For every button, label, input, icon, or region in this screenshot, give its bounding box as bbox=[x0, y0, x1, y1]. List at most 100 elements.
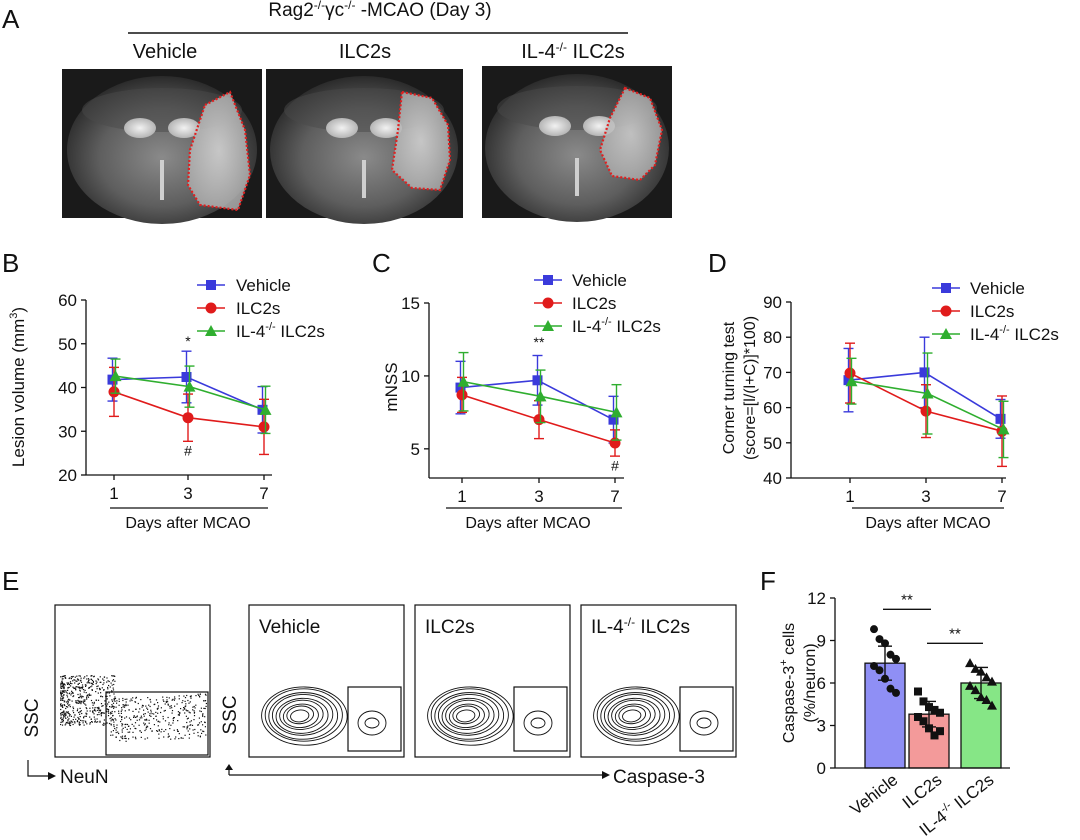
event-dot bbox=[130, 719, 132, 721]
event-dot bbox=[128, 738, 130, 740]
chart-f-ylabel-line2: (%/neuron) bbox=[802, 643, 819, 722]
data-point-il4ko bbox=[259, 403, 272, 415]
event-dot bbox=[128, 709, 130, 711]
event-dot bbox=[155, 715, 157, 717]
event-dot bbox=[141, 704, 144, 706]
event-dot bbox=[62, 687, 64, 689]
event-dot bbox=[74, 714, 76, 716]
individual-point bbox=[970, 685, 981, 695]
data-point-ilc2s bbox=[533, 414, 545, 426]
individual-point bbox=[930, 705, 939, 714]
event-dot bbox=[77, 708, 79, 710]
panel-b-chart: 20 30 40 50 60 1 3 7 * # Lesion volume (mm3) Days… bbox=[8, 276, 325, 532]
event-dot bbox=[64, 675, 66, 677]
event-dot bbox=[69, 721, 71, 723]
event-dot bbox=[85, 704, 87, 706]
event-dot bbox=[151, 713, 153, 715]
event-dot bbox=[197, 693, 199, 695]
event-dot bbox=[97, 699, 100, 701]
event-dot bbox=[143, 722, 145, 724]
event-dot bbox=[171, 710, 174, 712]
event-dot bbox=[190, 720, 192, 722]
event-dot bbox=[186, 721, 188, 724]
event-dot bbox=[96, 681, 98, 683]
data-point-ilc2s bbox=[456, 389, 468, 401]
event-dot bbox=[100, 703, 103, 705]
event-dot bbox=[149, 698, 151, 701]
event-dot bbox=[83, 691, 85, 693]
event-dot bbox=[85, 692, 87, 694]
event-dot bbox=[107, 715, 110, 717]
individual-point bbox=[914, 713, 922, 721]
event-dot bbox=[78, 702, 80, 704]
event-dot bbox=[80, 700, 82, 702]
event-dot bbox=[78, 723, 80, 725]
event-dot bbox=[100, 681, 102, 683]
event-dot bbox=[92, 704, 94, 706]
event-dot bbox=[60, 697, 62, 699]
event-dot bbox=[178, 695, 180, 697]
event-dot bbox=[112, 719, 114, 721]
event-dot bbox=[60, 714, 62, 716]
arrow-head-icon bbox=[602, 771, 610, 779]
event-dot bbox=[93, 709, 95, 711]
event-dot bbox=[92, 680, 94, 682]
event-dot bbox=[113, 706, 115, 708]
contour-ring bbox=[261, 686, 348, 746]
event-dot bbox=[76, 680, 78, 682]
event-dot bbox=[97, 678, 99, 680]
event-dot bbox=[110, 717, 112, 719]
panel-a-title: Rag2-/-γc-/- -MCAO (Day 3) bbox=[268, 0, 491, 21]
contour-ring bbox=[290, 709, 310, 723]
event-dot bbox=[157, 725, 159, 727]
mri-image-ilc2s bbox=[266, 69, 463, 224]
event-dot bbox=[106, 708, 108, 710]
event-dot bbox=[114, 700, 116, 702]
event-dot bbox=[69, 724, 72, 727]
event-dot bbox=[63, 704, 65, 706]
event-dot bbox=[82, 700, 84, 702]
event-dot bbox=[163, 710, 165, 712]
event-dot bbox=[122, 699, 124, 702]
contour-plots: Vehicle ILC2s IL-4-/- ILC2s bbox=[248, 604, 737, 758]
significance-annotation: ** bbox=[534, 334, 545, 350]
event-dot bbox=[189, 712, 191, 714]
event-dot bbox=[107, 711, 110, 713]
event-dot bbox=[79, 693, 81, 695]
event-dot bbox=[72, 686, 74, 688]
event-dot bbox=[68, 715, 71, 717]
event-dot bbox=[73, 679, 75, 681]
event-dot bbox=[176, 729, 178, 731]
contour-ring bbox=[282, 703, 319, 729]
event-dot bbox=[120, 710, 122, 712]
event-dot bbox=[61, 698, 63, 700]
event-dot bbox=[106, 677, 108, 679]
event-dot bbox=[71, 676, 73, 678]
event-dot bbox=[122, 704, 124, 706]
event-dot bbox=[90, 682, 92, 684]
event-dot bbox=[158, 733, 160, 735]
panel-letter-f: F bbox=[760, 566, 776, 596]
chart-d-xlabel: Days after MCAO bbox=[865, 515, 990, 532]
event-dot bbox=[79, 689, 81, 691]
event-dot bbox=[116, 700, 118, 702]
event-dot bbox=[112, 680, 114, 682]
mri-image-vehicle bbox=[62, 69, 262, 224]
event-dot bbox=[89, 710, 91, 712]
event-dot bbox=[98, 706, 100, 708]
event-dot bbox=[174, 738, 176, 740]
event-dot bbox=[61, 678, 63, 680]
event-dot bbox=[108, 684, 110, 687]
event-dot bbox=[122, 697, 124, 700]
chart-c-xlabel: Days after MCAO bbox=[465, 515, 590, 532]
event-dot bbox=[65, 701, 67, 703]
contour-ring bbox=[427, 686, 514, 746]
event-dot bbox=[128, 717, 131, 719]
event-dot bbox=[78, 675, 80, 677]
event-dot bbox=[60, 685, 62, 687]
event-dot bbox=[98, 708, 100, 710]
event-dot bbox=[155, 711, 157, 713]
event-dot bbox=[85, 684, 87, 686]
event-dot bbox=[60, 687, 62, 689]
